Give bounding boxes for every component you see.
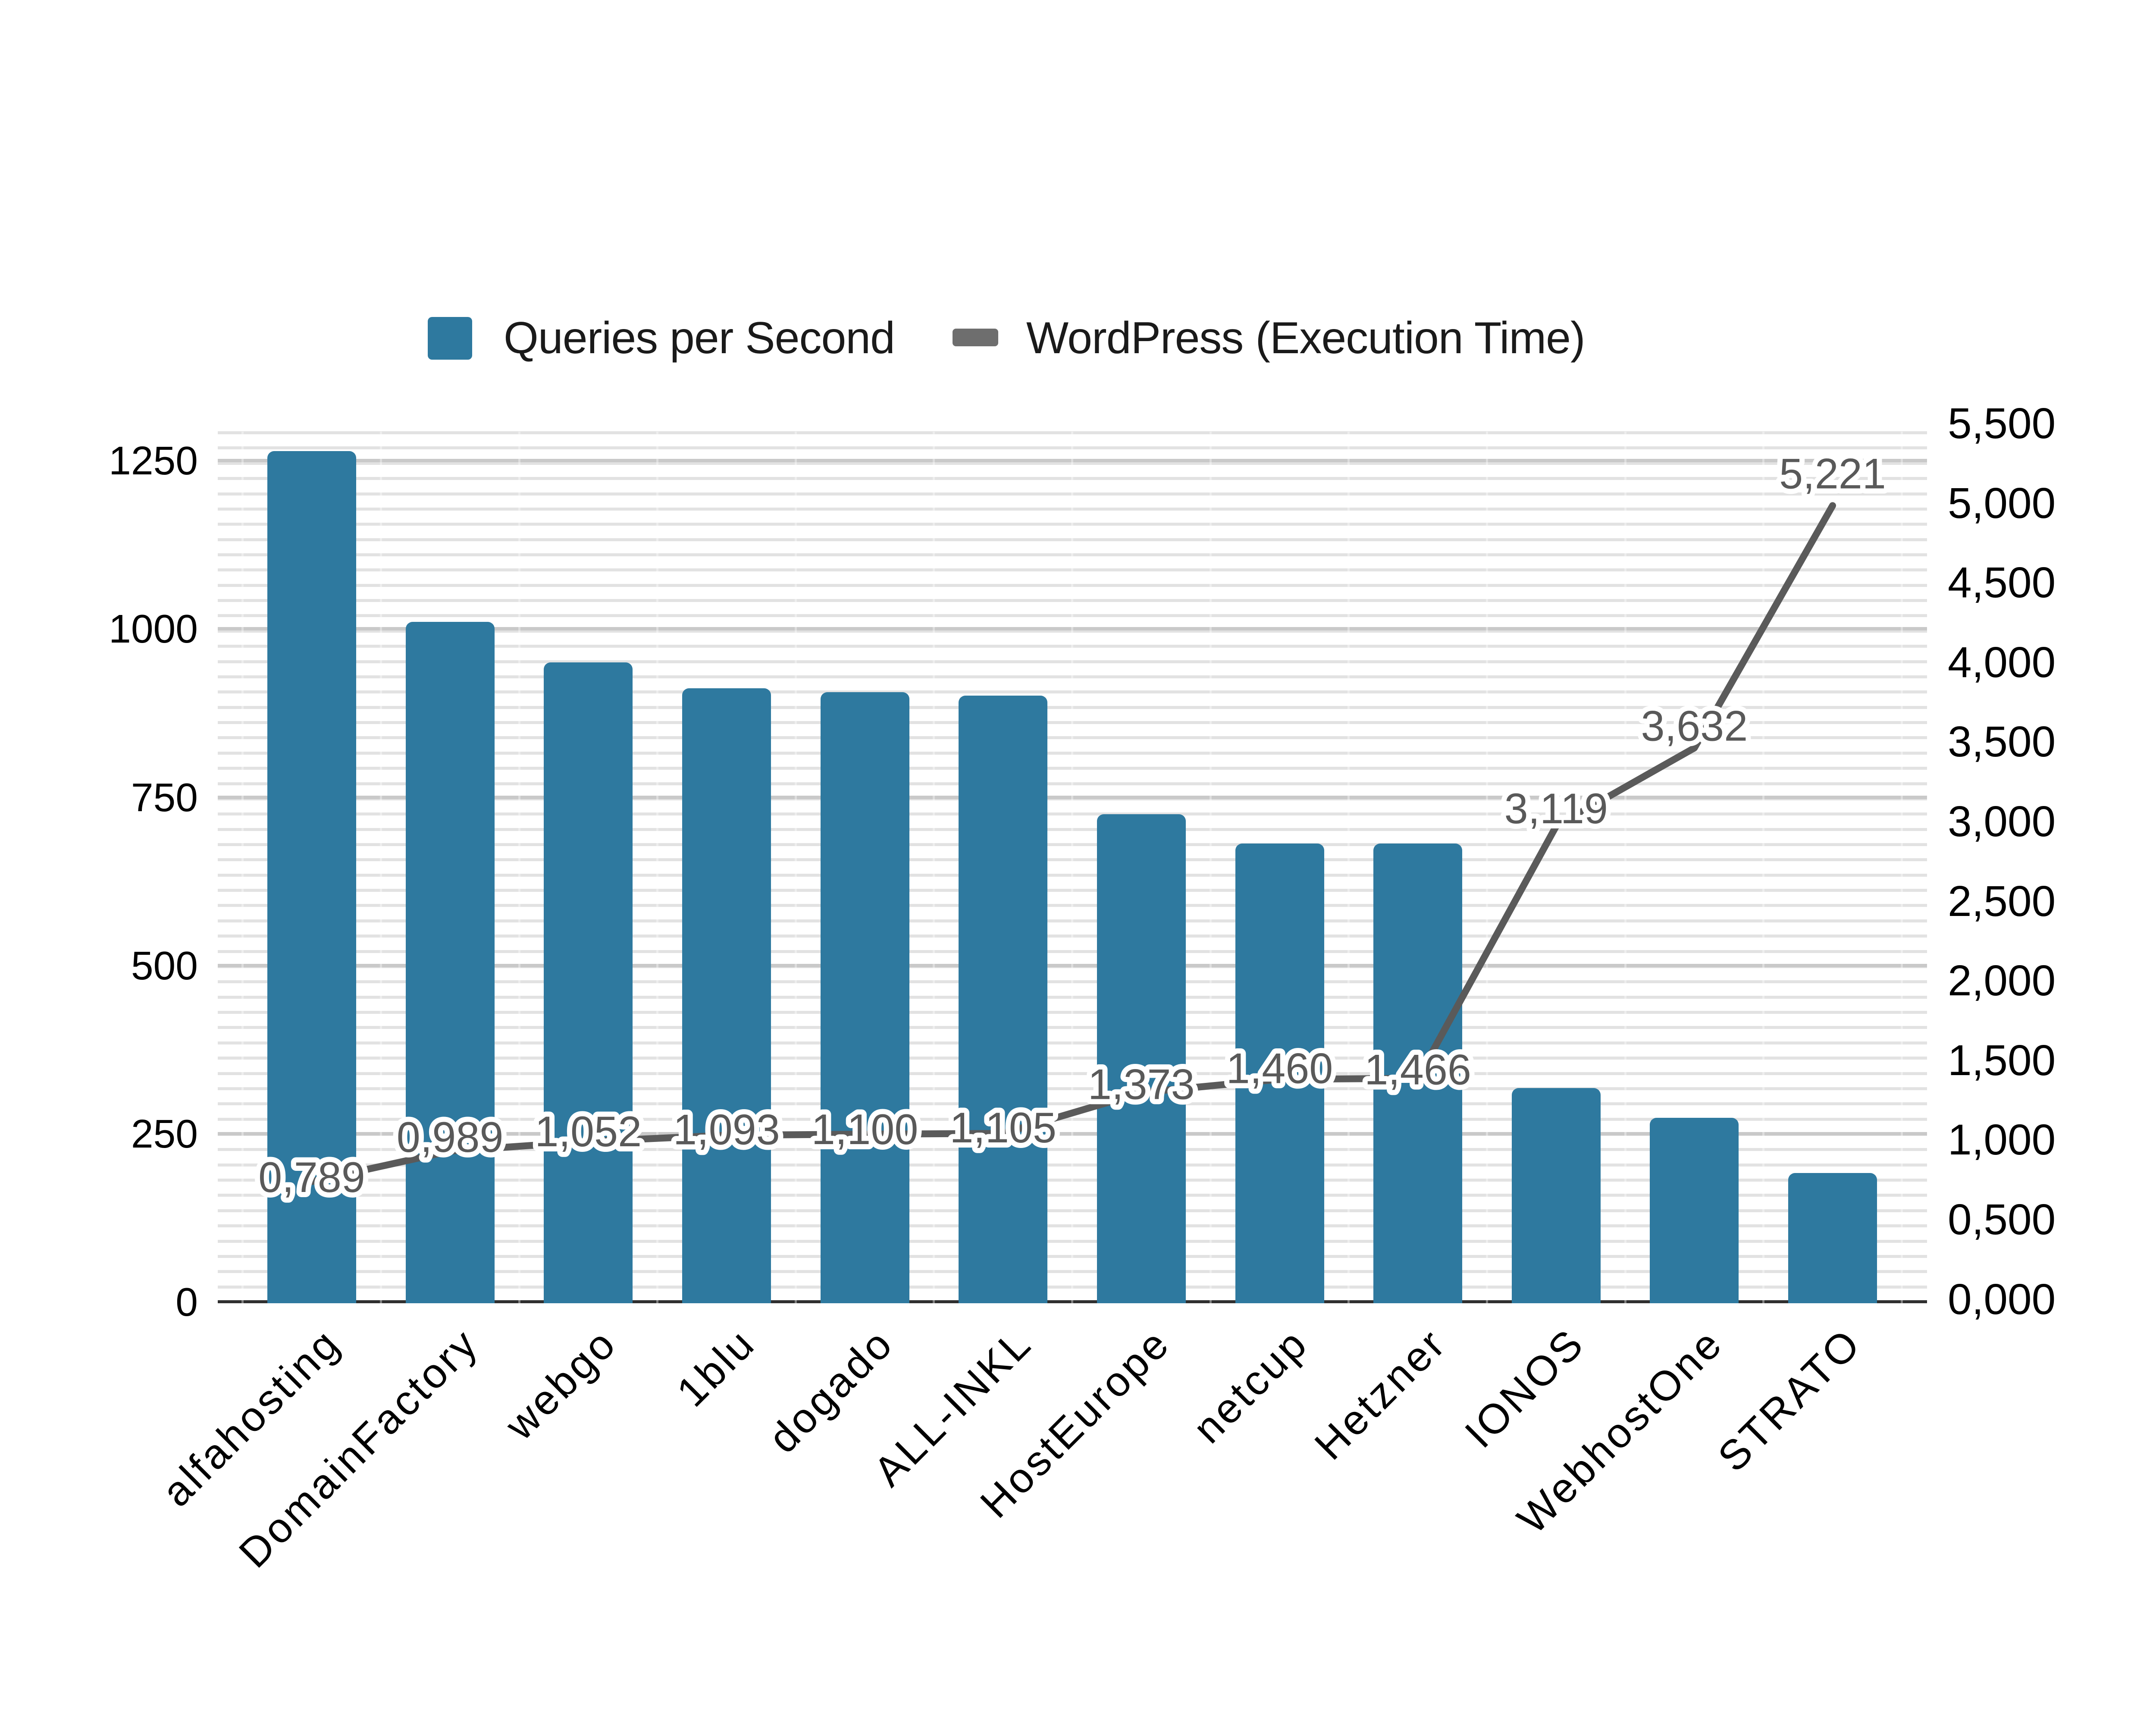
svg-text:1,093: 1,093 (673, 1105, 780, 1153)
svg-text:1,052: 1,052 (535, 1107, 642, 1155)
svg-text:1,100: 1,100 (812, 1105, 918, 1153)
svg-text:3,119: 3,119 (1504, 784, 1608, 832)
svg-text:1,105: 1,105 (950, 1104, 1056, 1151)
svg-text:0,989: 0,989 (397, 1113, 504, 1161)
svg-text:1,373: 1,373 (1088, 1060, 1195, 1108)
svg-text:1,460: 1,460 (1226, 1044, 1333, 1092)
svg-text:5,221: 5,221 (1779, 449, 1886, 497)
svg-text:0,789: 0,789 (258, 1153, 365, 1201)
svg-text:3,632: 3,632 (1641, 702, 1748, 750)
svg-text:1,466: 1,466 (1364, 1046, 1471, 1094)
